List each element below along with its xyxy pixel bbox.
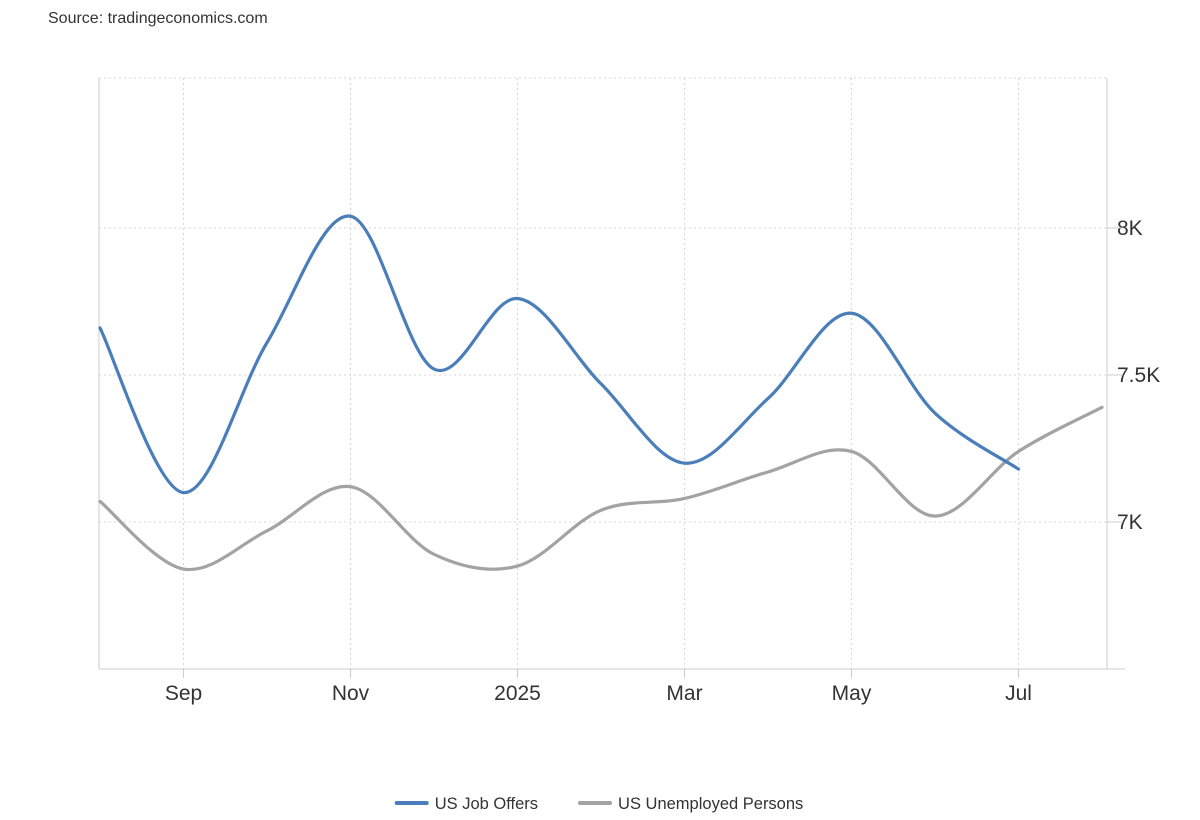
legend-label-us-unemployed-persons: US Unemployed Persons [618, 795, 803, 813]
y-tick-label: 7K [1117, 511, 1143, 534]
source-label: Source: tradingeconomics.com [48, 10, 268, 27]
x-tick-label: Nov [332, 682, 370, 705]
x-tick-label: Sep [165, 682, 202, 705]
y-tick-label: 7.5K [1117, 364, 1160, 387]
legend-label-us-job-offers: US Job Offers [435, 795, 538, 813]
x-tick-label: Mar [666, 682, 702, 705]
x-tick-label: 2025 [494, 682, 541, 705]
x-tick-label: Jul [1005, 682, 1032, 705]
series-line-us-unemployed-persons [98, 405, 1104, 572]
x-tick-label: May [832, 682, 872, 705]
series-line-us-job-offers [98, 214, 1021, 495]
y-tick-label: 8K [1117, 217, 1143, 240]
